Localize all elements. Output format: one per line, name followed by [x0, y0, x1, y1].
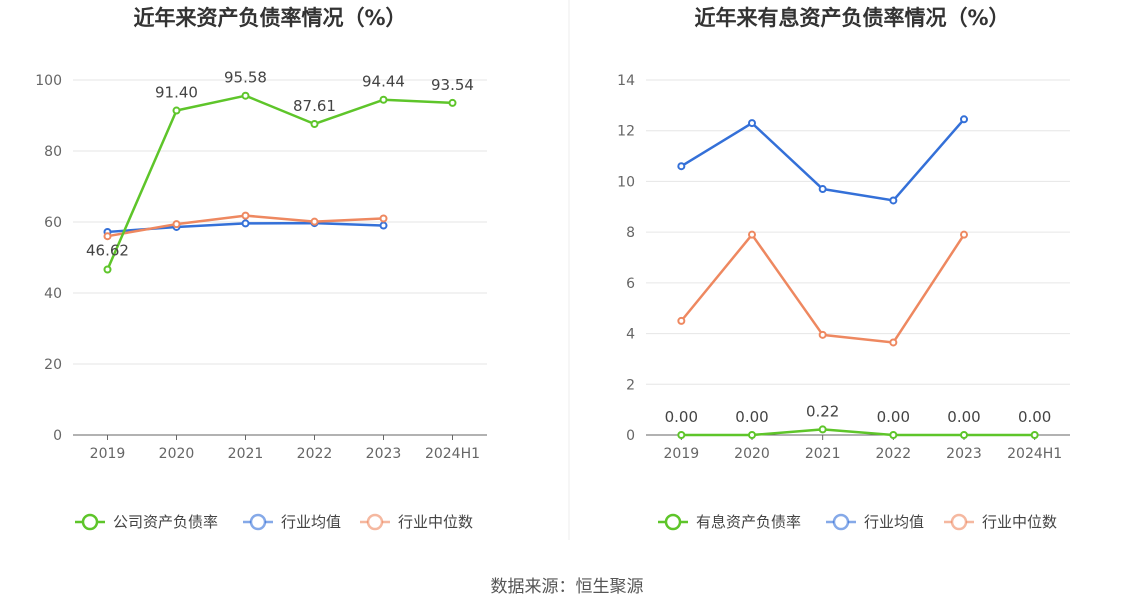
data-point: [677, 431, 686, 439]
legend-swatch-marker: [366, 513, 384, 531]
y-tick-label: 2: [626, 377, 635, 393]
data-label: 0.22: [806, 402, 839, 420]
y-tick-label: 100: [35, 73, 62, 89]
data-point: [172, 106, 181, 115]
y-tick-label: 80: [44, 144, 62, 160]
legend-label: 行业中位数: [982, 513, 1057, 531]
x-tick-label: 2019: [664, 446, 700, 462]
data-source-note: 数据来源：恒生聚源: [491, 577, 644, 597]
y-tick-label: 20: [44, 357, 62, 373]
debt-ratio-chart: 近年来资产负债率情况（%） 0 20 40 60 80 100 2019 2020 2021 202…: [35, 6, 487, 531]
data-point: [241, 219, 250, 228]
x-tick-label: 2022: [297, 446, 333, 462]
data-point: [889, 196, 898, 205]
data-point: [677, 316, 686, 325]
data-point: [960, 431, 968, 439]
data-point: [379, 95, 388, 104]
data-point: [172, 220, 181, 229]
chart-title: 近年来资产负债率情况（%）: [133, 6, 406, 30]
legend-label: 行业均值: [281, 513, 341, 531]
legend-swatch-marker: [950, 513, 968, 531]
data-label: 87.61: [293, 97, 336, 115]
data-label: 91.40: [155, 84, 198, 102]
series-line-0: [106, 94, 453, 270]
legend-swatch-marker: [832, 513, 850, 531]
data-point: [379, 214, 388, 223]
y-tick-label: 12: [617, 124, 635, 140]
data-label: 0.00: [735, 408, 768, 426]
data-label: 93.54: [431, 76, 474, 94]
y-tick-label: 0: [626, 428, 635, 444]
y-tick-label: 4: [626, 327, 635, 343]
data-point: [960, 230, 968, 239]
data-label: 46.62: [86, 241, 129, 259]
data-point: [448, 98, 457, 107]
series-line-2: [680, 233, 966, 344]
data-point: [748, 431, 756, 439]
x-tick-label: 2021: [805, 446, 841, 462]
data-point: [818, 425, 827, 434]
data-label: 94.44: [362, 73, 405, 91]
legend-swatch-marker: [249, 513, 267, 531]
y-tick-label: 40: [44, 286, 62, 302]
x-tick-label: 2020: [159, 446, 195, 462]
x-tick-label: 2024H1: [425, 446, 480, 462]
data-point: [748, 119, 756, 128]
data-point: [103, 265, 112, 274]
x-tick-label: 2019: [90, 446, 126, 462]
y-tick-label: 8: [626, 225, 635, 241]
data-point: [889, 431, 898, 439]
legend-label: 行业中位数: [398, 513, 473, 531]
data-point: [818, 185, 827, 194]
data-point: [241, 211, 250, 220]
data-point: [103, 232, 112, 241]
data-point: [1030, 431, 1039, 439]
data-point: [889, 338, 898, 347]
interest-debt-ratio-chart: 近年来有息资产负债率情况（%） 0 2 4 6 8 10 12 14 2019 2020 2021 20…: [617, 6, 1070, 531]
data-point: [677, 162, 686, 171]
data-point: [748, 230, 756, 239]
legend-swatch-marker: [664, 513, 682, 531]
data-label: 95.58: [224, 69, 267, 87]
data-label: 0.00: [947, 408, 980, 426]
data-point: [379, 221, 388, 230]
data-label: 0.00: [877, 408, 910, 426]
x-tick-label: 2023: [946, 446, 982, 462]
x-tick-label: 2022: [876, 446, 912, 462]
data-point: [310, 217, 319, 226]
data-point: [241, 91, 250, 100]
x-tick-label: 2024H1: [1007, 446, 1062, 462]
series-line-0: [681, 428, 1035, 437]
data-point: [310, 119, 319, 128]
legend-label: 公司资产负债率: [113, 513, 218, 531]
x-tick-label: 2023: [366, 446, 402, 462]
data-label: 0.00: [665, 408, 698, 426]
data-point: [818, 330, 827, 339]
y-tick-label: 6: [626, 276, 635, 292]
legend-label: 有息资产负债率: [696, 513, 801, 531]
y-tick-label: 0: [53, 428, 62, 444]
x-tick-label: 2021: [228, 446, 264, 462]
legend-swatch-marker: [81, 513, 99, 531]
x-tick-label: 2020: [734, 446, 770, 462]
y-tick-label: 14: [617, 73, 635, 89]
legend-label: 行业均值: [864, 513, 924, 531]
data-label: 0.00: [1018, 408, 1051, 426]
y-tick-label: 60: [44, 215, 62, 231]
data-point: [960, 115, 968, 124]
y-tick-label: 10: [617, 174, 635, 190]
chart-title: 近年来有息资产负债率情况（%）: [694, 6, 1009, 30]
